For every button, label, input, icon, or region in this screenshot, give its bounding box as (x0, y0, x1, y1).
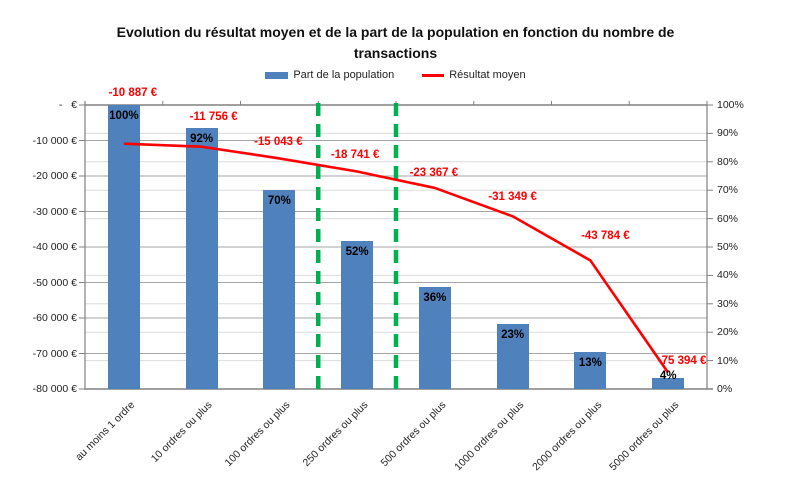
line-value-label: -75 394 € (657, 354, 707, 367)
left-axis-tick-label: -10 000 € (32, 134, 77, 147)
line-value-label: -10 887 € (108, 86, 158, 99)
line-value-label: -11 756 € (189, 110, 238, 123)
bar-value-label: 70% (267, 195, 291, 208)
right-axis-tick-label: 10% (717, 354, 739, 367)
left-axis-tick-label: -40 000 € (32, 241, 77, 253)
line-value-label: -15 043 € (254, 136, 303, 149)
right-axis-tick-label: 20% (717, 326, 739, 339)
line-value-label: -43 784 € (581, 230, 630, 243)
chart-title: Evolution du résultat moyen et de la par… (0, 22, 791, 64)
bar-250 ordres ou plus (341, 241, 374, 389)
left-axis-tick-label: -50 000 € (32, 276, 77, 289)
bar-value-label: 100% (109, 110, 139, 122)
bar-series-swatch-icon (265, 71, 289, 79)
bar-value-label: 52% (345, 246, 369, 259)
right-axis-tick-label: 40% (717, 269, 739, 282)
left-axis-tick-label: -70 000 € (32, 347, 77, 360)
bar-1000 ordres ou plus (496, 323, 529, 389)
chart-title-line1: Evolution du résultat moyen et de la par… (116, 24, 675, 40)
bar-value-label: 23% (501, 328, 525, 341)
bar-value-label: 36% (423, 291, 447, 304)
legend-item-resultat-moyen: Résultat moyen (422, 69, 526, 81)
right-axis-tick-label: 70% (717, 184, 739, 197)
bar-value-label: 92% (190, 132, 214, 145)
left-axis-tick-label: -20 000 € (32, 170, 77, 182)
right-axis-tick-label: 0% (717, 383, 733, 395)
left-axis-tick-label: -80 000 € (32, 383, 77, 395)
legend: Part de la population Résultat moyen (0, 69, 791, 81)
right-axis-tick-label: 60% (717, 212, 739, 225)
left-axis-tick-label: - € (58, 99, 77, 111)
bar-au moins 1 ordre (107, 105, 140, 389)
line-series-swatch-icon (422, 73, 445, 77)
line-value-label: -18 741 € (330, 148, 380, 161)
legend-item-part-population: Part de la population (265, 69, 394, 81)
legend-label-resultat-moyen: Résultat moyen (449, 69, 526, 81)
left-axis-tick-label: -60 000 € (32, 312, 77, 324)
right-axis-tick-label: 80% (717, 155, 739, 168)
chart-title-line2: transactions (353, 45, 438, 61)
line-value-label: -23 367 € (409, 166, 459, 179)
bar-2000 ordres ou plus (574, 352, 607, 389)
bar-10 ordres ou plus (185, 127, 218, 389)
right-axis-tick-label: 100% (717, 99, 744, 111)
bar-5000 ordres ou plus (652, 377, 685, 389)
right-axis-tick-label: 90% (717, 127, 739, 140)
left-axis-tick-label: -30 000 € (32, 205, 77, 218)
right-axis-tick-label: 30% (717, 297, 739, 310)
right-axis-tick-label: 50% (717, 241, 739, 253)
legend-label-part-population: Part de la population (293, 69, 395, 81)
bar-value-label: 4% (659, 369, 677, 382)
bar-500 ordres ou plus (418, 286, 451, 389)
bar-100 ordres ou plus (263, 190, 296, 389)
line-value-label: -31 349 € (488, 191, 537, 204)
bar-value-label: 13% (578, 357, 602, 370)
resultat-moyen-line (123, 142, 670, 374)
